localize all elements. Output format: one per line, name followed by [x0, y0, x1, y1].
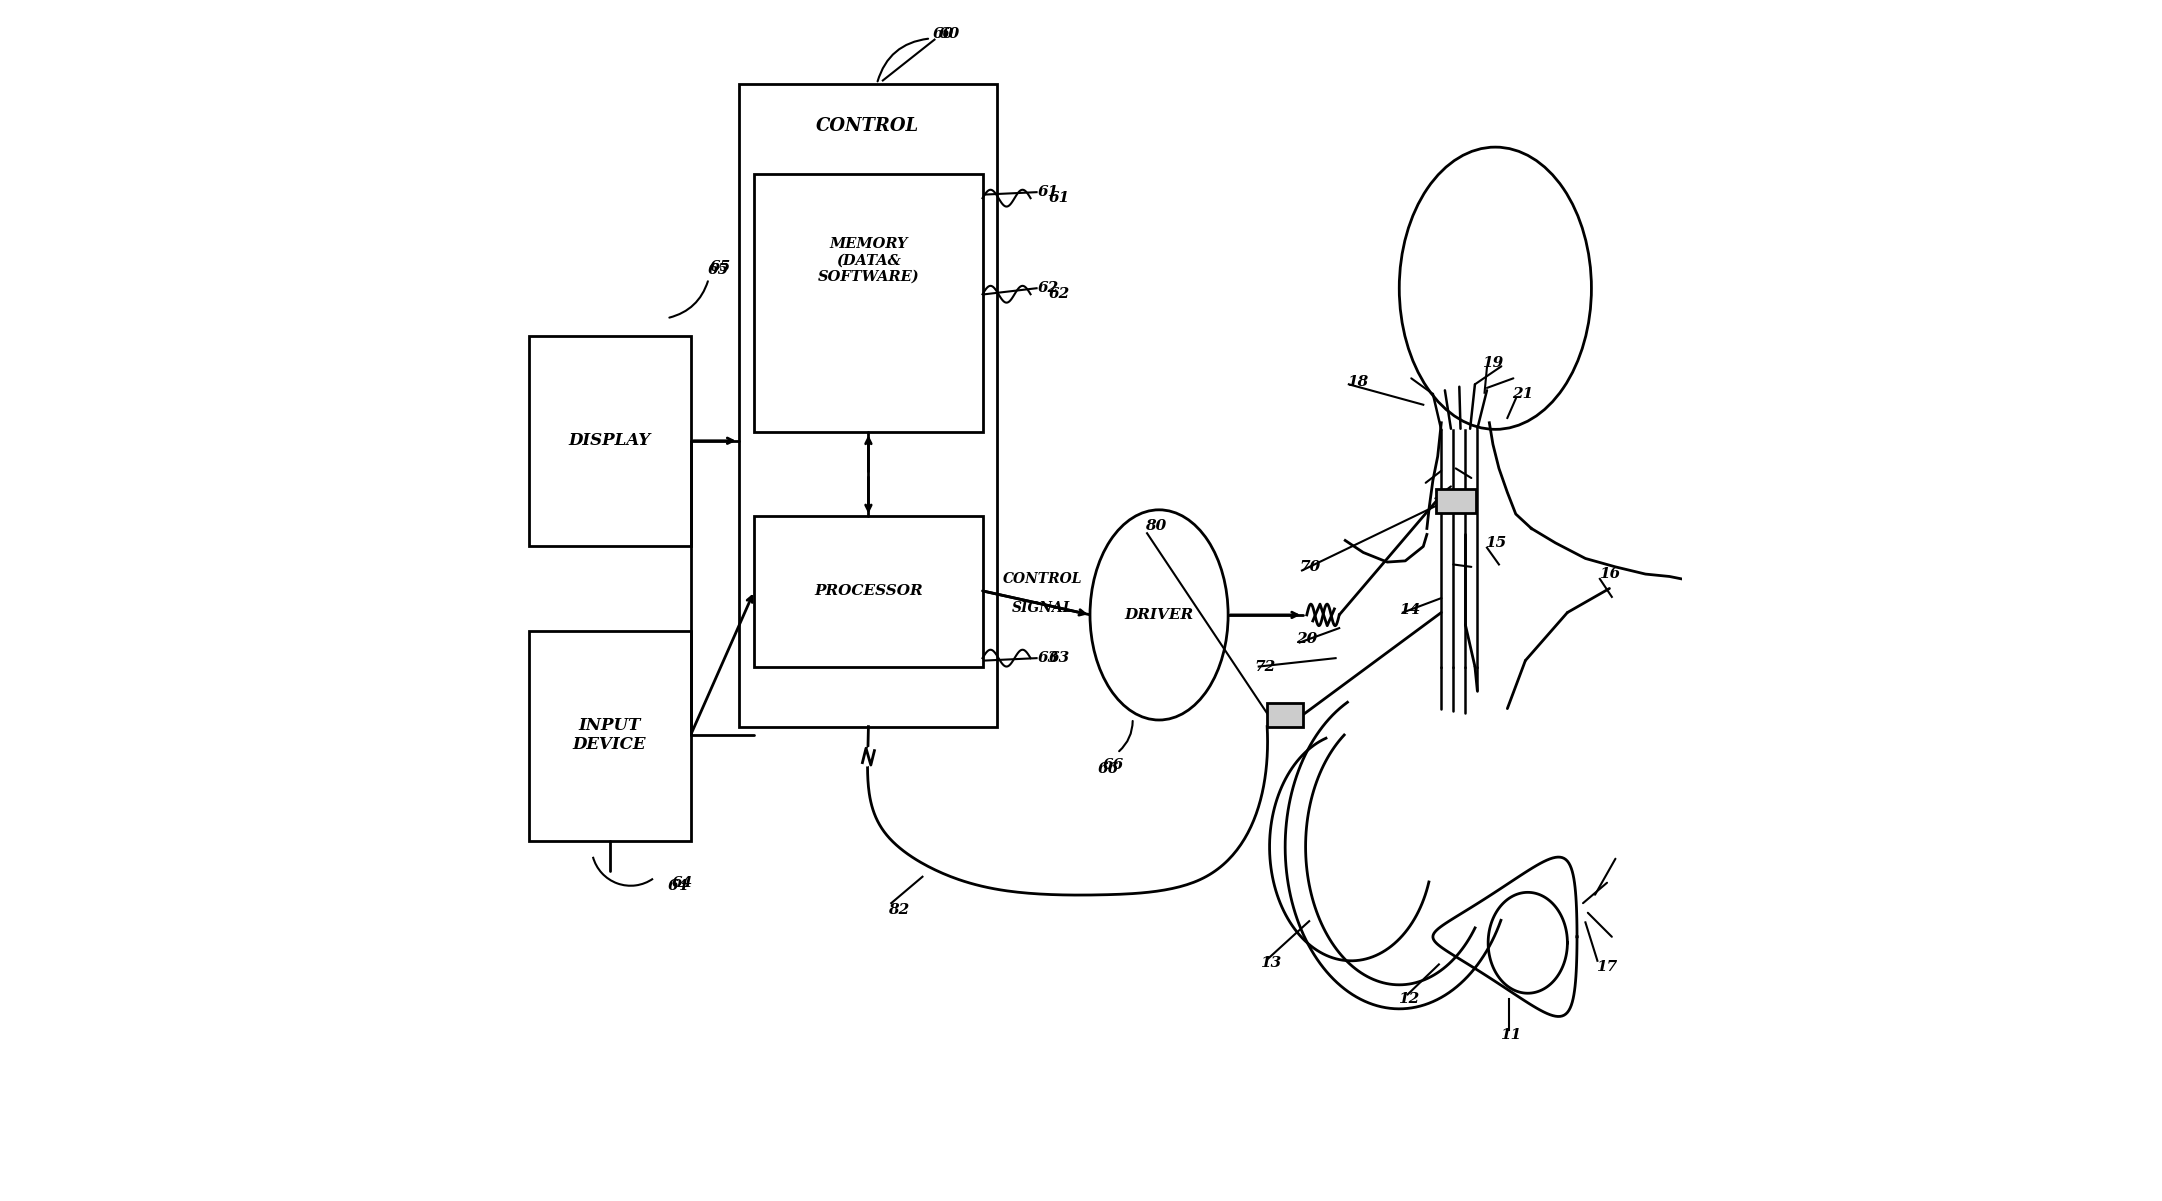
Text: 66: 66: [1103, 758, 1124, 772]
Text: CONTROL: CONTROL: [1003, 572, 1083, 586]
Text: 80: 80: [1146, 519, 1165, 533]
Text: 62: 62: [1049, 287, 1070, 301]
FancyArrowPatch shape: [670, 281, 707, 317]
Bar: [755, 516, 982, 667]
Bar: [1436, 489, 1477, 513]
Text: 65: 65: [707, 263, 729, 277]
Text: 60: 60: [932, 26, 953, 41]
Text: 64: 64: [672, 876, 692, 890]
Text: 66: 66: [1098, 761, 1120, 776]
Text: 61: 61: [1049, 191, 1070, 205]
Text: 16: 16: [1600, 567, 1619, 581]
Text: CONTROL: CONTROL: [815, 118, 919, 135]
Text: 20: 20: [1297, 632, 1317, 646]
Text: INPUT
DEVICE: INPUT DEVICE: [573, 717, 646, 753]
Text: 70: 70: [1299, 560, 1321, 574]
Text: 72: 72: [1254, 659, 1276, 674]
Ellipse shape: [1090, 510, 1228, 721]
Text: 65: 65: [709, 259, 731, 274]
Text: 18: 18: [1347, 375, 1369, 389]
Text: 63: 63: [1038, 651, 1059, 665]
Bar: [1267, 703, 1304, 727]
Text: 13: 13: [1260, 956, 1282, 970]
Text: 19: 19: [1483, 355, 1503, 370]
Text: DISPLAY: DISPLAY: [569, 432, 651, 449]
Text: 64: 64: [668, 879, 690, 894]
Text: 12: 12: [1399, 992, 1420, 1006]
Text: 60: 60: [938, 26, 960, 41]
Text: DRIVER: DRIVER: [1124, 608, 1193, 622]
Text: 63: 63: [1049, 651, 1070, 665]
Text: 61: 61: [1038, 185, 1059, 199]
Text: PROCESSOR: PROCESSOR: [815, 584, 923, 598]
Text: 21: 21: [1513, 387, 1533, 401]
Bar: [528, 631, 690, 841]
FancyArrowPatch shape: [1120, 721, 1133, 751]
Text: 17: 17: [1596, 960, 1617, 974]
Text: MEMORY
(DATA&
SOFTWARE): MEMORY (DATA& SOFTWARE): [817, 238, 919, 283]
Text: SIGNAL: SIGNAL: [1012, 600, 1072, 615]
Text: 14: 14: [1399, 603, 1420, 617]
Bar: [739, 84, 997, 727]
Text: 15: 15: [1485, 536, 1507, 550]
Ellipse shape: [1399, 148, 1591, 430]
Text: 82: 82: [889, 903, 908, 918]
Text: 62: 62: [1038, 281, 1059, 295]
Text: 11: 11: [1500, 1028, 1522, 1042]
Bar: [755, 174, 982, 432]
Bar: [528, 336, 690, 546]
